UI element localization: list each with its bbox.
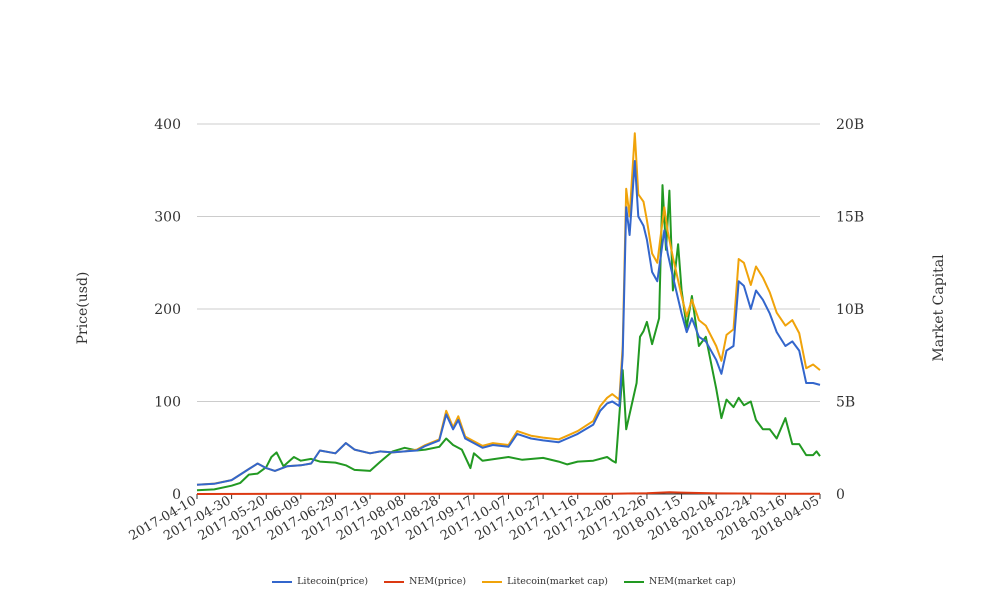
y-left-tick-label: 200 (154, 302, 181, 318)
y-left-tick-label: 0 (172, 487, 181, 503)
series-line-nem-price (196, 491, 821, 495)
legend-label: Litecoin(price) (297, 576, 369, 587)
legend-label: NEM(market cap) (649, 576, 736, 587)
y-right-tick-label: 10B (836, 302, 864, 318)
y-left-tick-label: 100 (154, 395, 181, 411)
y-axis-left: 0 100 200 300 400 (154, 117, 181, 503)
y-left-tick-label: 400 (154, 117, 181, 133)
y-right-tick-label: 20B (836, 117, 864, 133)
x-axis: 2017-04-102017-04-302017-05-202017-06-09… (127, 493, 822, 543)
legend: Litecoin(price) NEM(price) Litecoin(market… (0, 576, 1008, 587)
legend-item[interactable]: Litecoin(price) (272, 576, 368, 587)
series-line-nem-market-cap (196, 184, 821, 492)
y-axis-right-title: Market Capital (931, 254, 947, 362)
legend-label: Litecoin(market cap) (507, 576, 608, 587)
legend-item[interactable]: Litecoin(market cap) (482, 576, 608, 587)
y-left-tick-label: 300 (154, 210, 181, 226)
y-right-tick-label: 0 (836, 487, 845, 503)
legend-swatch (482, 580, 503, 583)
y-right-tick-label: 5B (836, 395, 855, 411)
y-right-tick-label: 15B (836, 210, 864, 226)
legend-label: NEM(price) (409, 576, 467, 587)
legend-swatch (272, 580, 293, 583)
gridlines (197, 123, 820, 495)
legend-item[interactable]: NEM(market cap) (624, 576, 736, 587)
series-lines (196, 132, 821, 495)
legend-swatch (624, 580, 644, 583)
y-axis-right: 0 5B 10B 15B 20B (836, 117, 864, 503)
series-line-litecoin-price (196, 160, 821, 486)
y-axis-left-title: Price(usd) (75, 272, 91, 345)
legend-swatch (384, 580, 405, 583)
legend-item[interactable]: NEM(price) (384, 576, 466, 587)
